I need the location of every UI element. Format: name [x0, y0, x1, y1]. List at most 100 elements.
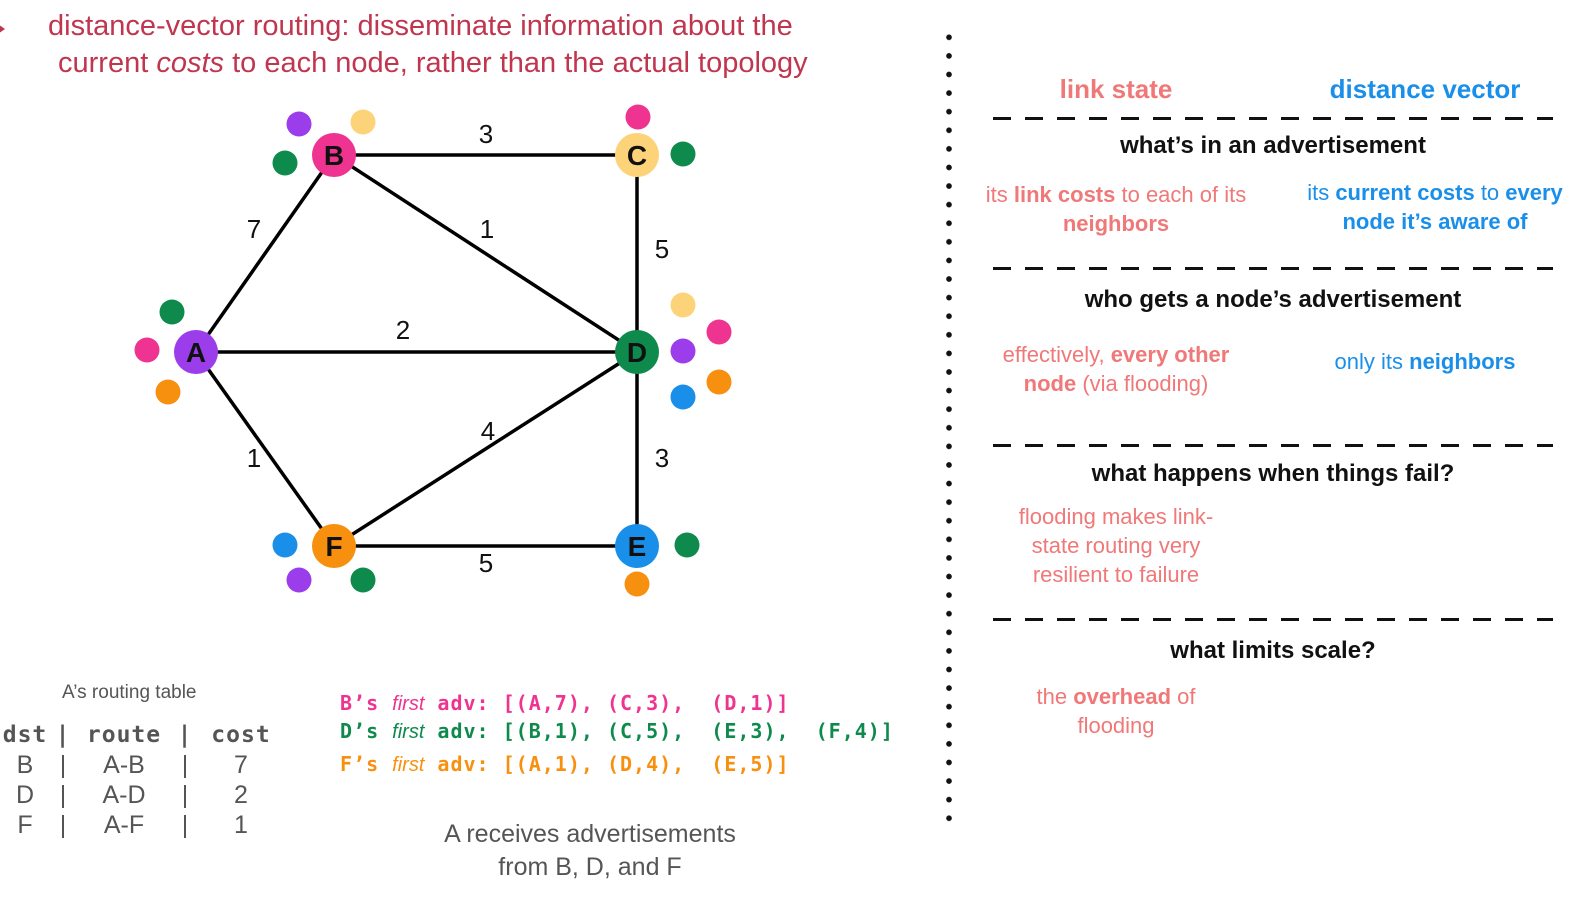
distance-vector-header: distance vector: [1329, 74, 1521, 104]
node-a: [174, 330, 218, 374]
headline-line2-pre: current: [58, 47, 157, 79]
node-d: [615, 330, 659, 374]
cell-dst: D: [15, 781, 35, 809]
advert-dot-b: [625, 104, 651, 130]
section-divider: [993, 444, 1553, 447]
cell-dst: F: [17, 811, 33, 839]
section-title: who gets a node’s advertisement: [1084, 286, 1462, 313]
edge-cost-label: 2: [396, 315, 410, 345]
advert-dot-f: [624, 571, 650, 597]
advert-dot-b: [134, 337, 160, 363]
header-dst: dst: [2, 722, 48, 748]
advert-dot-a: [286, 567, 312, 593]
section-ls-text: the overhead of flooding: [1020, 682, 1212, 740]
section-divider: [993, 117, 1553, 120]
headline-line2-post: to each node, rather than the actual top…: [224, 47, 808, 79]
emphasis-text: current costs: [1335, 180, 1475, 205]
section-divider: [993, 618, 1553, 621]
section-ls-text: its link costs to each of its neighbors: [985, 180, 1247, 238]
advert-dot-a: [286, 111, 312, 137]
headline-line2-em: costs: [156, 47, 225, 79]
plain-text: its: [1307, 180, 1336, 205]
receives-caption-line2: from B, D, and F: [498, 853, 682, 881]
emphasis-text: every other node: [1023, 342, 1230, 396]
advertisement-f: F’s first adv: [(A,1), (D,4), (E,5)]: [340, 752, 790, 776]
dotted-divider: [946, 28, 952, 828]
node-label: D: [627, 337, 647, 368]
node-b: [312, 133, 356, 177]
section-title: what limits scale?: [1170, 637, 1376, 664]
edge-cost-label: 5: [655, 234, 669, 264]
edge-cost-label: 7: [247, 214, 261, 244]
plain-text: effectively,: [1002, 342, 1111, 367]
edge-BD: [333, 153, 638, 354]
edge-AB: [194, 153, 336, 354]
routing-table-caption: A’s routing table: [62, 682, 197, 703]
header-cost: cost: [211, 722, 271, 748]
advert-dot-e: [670, 384, 696, 410]
cell-route: A-B: [103, 751, 145, 779]
table-row: F | A-F | 1: [0, 810, 284, 840]
edge-AF: [194, 350, 336, 548]
node-label: C: [627, 140, 647, 171]
emphasis-text: every node it’s aware of: [1342, 180, 1563, 234]
advert-dot-f: [155, 379, 181, 405]
section-title: what’s in an advertisement: [1120, 132, 1426, 159]
advert-dot-b: [706, 319, 732, 345]
section-divider: [993, 267, 1553, 270]
emphasis-text: neighbors: [1409, 349, 1516, 374]
cell-cost: 1: [234, 811, 248, 839]
advert-dot-e: [272, 532, 298, 558]
advert-dot-d: [670, 141, 696, 167]
advert-dot-c: [350, 109, 376, 135]
routing-table: dst | route | cost B | A-B | 7 D | A-D | 2 F | …: [0, 720, 284, 840]
advertisement-b: B’s first adv: [(A,7), (C,3), (D,1)]: [340, 691, 790, 715]
edge-cost-label: 1: [480, 214, 494, 244]
node-c: [615, 133, 659, 177]
cell-dst: B: [16, 751, 34, 779]
plain-text: to: [1474, 180, 1506, 205]
node-label: F: [325, 531, 342, 562]
edge-cost-label: 1: [247, 443, 261, 473]
section-dv-text: only its neighbors: [1300, 347, 1550, 376]
section-ls-text: flooding makes link-state routing very r…: [1000, 502, 1232, 589]
plain-text: (via flooding): [1076, 371, 1209, 396]
cell-cost: 2: [234, 781, 248, 809]
receives-caption-line1: A receives advertisements: [444, 820, 736, 848]
plain-text: of flooding: [1077, 684, 1196, 738]
section-dv-text: its current costs to every node it’s awa…: [1290, 178, 1580, 236]
node-label: A: [186, 337, 206, 368]
header-route: route: [86, 722, 162, 748]
bullet-arrow-icon: [0, 20, 5, 38]
edge-cost-label: 3: [655, 443, 669, 473]
receives-caption: A receives advertisements from B, D, and…: [420, 818, 760, 884]
emphasis-text: neighbors: [1062, 211, 1170, 236]
advert-dot-c: [670, 292, 696, 318]
cell-cost: 7: [234, 751, 248, 779]
plain-text: flooding makes link-state routing very r…: [1018, 504, 1214, 587]
node-label: E: [628, 531, 647, 562]
plain-text: its: [985, 182, 1014, 207]
plain-text: only its: [1334, 349, 1410, 374]
plain-text: the: [1036, 684, 1074, 709]
plain-text: to each of its: [1115, 182, 1247, 207]
cell-route: A-F: [103, 811, 145, 839]
cell-route: A-D: [102, 781, 146, 809]
section-ls-text: effectively, every other node (via flood…: [985, 340, 1247, 398]
link-state-header: link state: [1059, 74, 1173, 104]
emphasis-text: link costs: [1013, 182, 1116, 207]
edge-cost-label: 5: [479, 548, 493, 578]
network-graph: 3 7 1 5 2 1 4 3 5 A B C D E F: [134, 104, 732, 597]
advert-dot-d: [674, 532, 700, 558]
headline: distance-vector routing: disseminate inf…: [48, 8, 928, 82]
headline-line2: current costs to each node, rather than …: [48, 45, 928, 82]
node-f: [312, 524, 356, 568]
headline-line1: distance-vector routing: disseminate inf…: [48, 10, 793, 42]
advertisement-d: D’s first adv: [(B,1), (C,5), (E,3), (F,…: [340, 719, 894, 743]
edge-cost-label: 4: [481, 416, 495, 446]
node-label: B: [324, 140, 344, 171]
advert-dot-f: [706, 369, 732, 395]
section-title: what happens when things fail?: [1091, 460, 1455, 487]
node-e: [615, 524, 659, 568]
advert-dot-a: [670, 338, 696, 364]
